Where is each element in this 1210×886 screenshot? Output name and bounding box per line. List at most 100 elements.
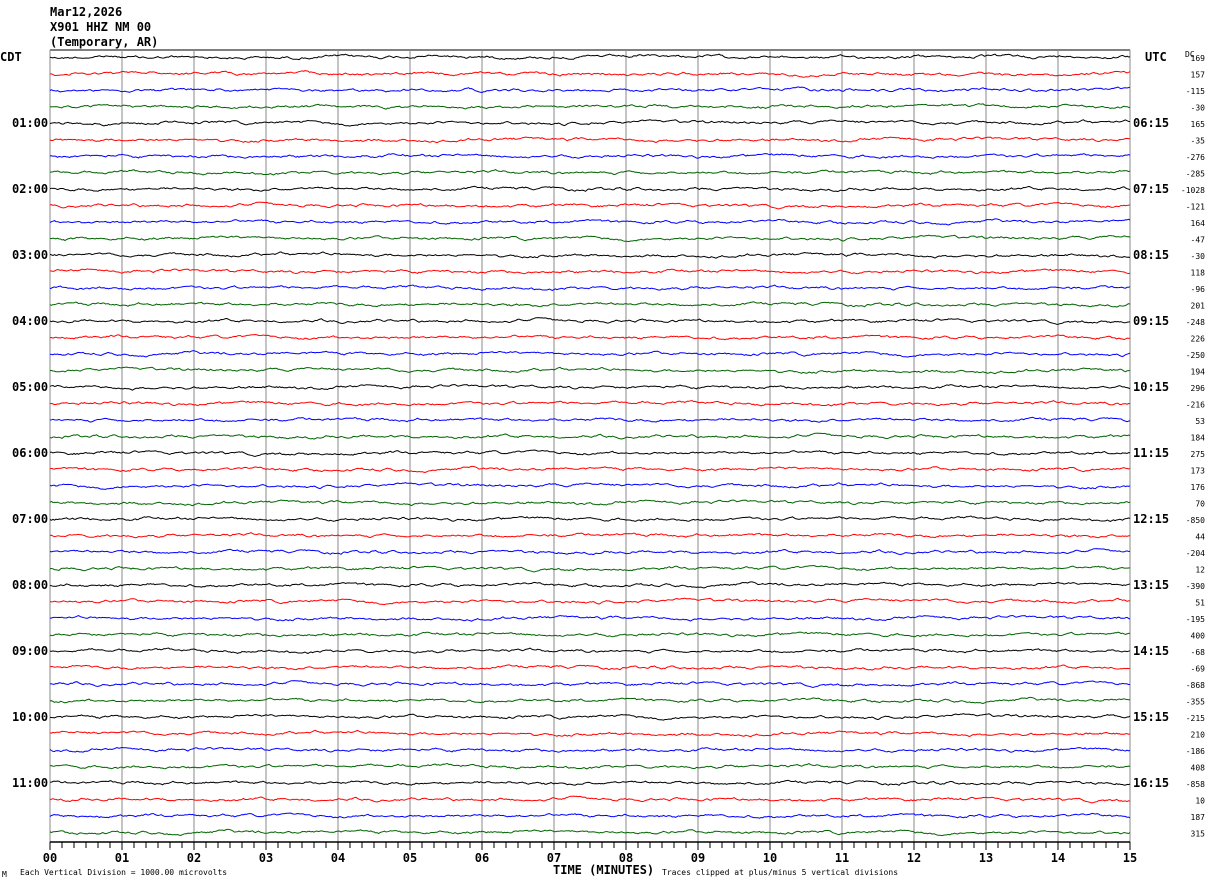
dc-offset-value: -186 (1186, 747, 1205, 756)
dc-offset-value: -30 (1191, 252, 1206, 261)
right-hour-label: 14:15 (1133, 644, 1169, 658)
dc-offset-value: 176 (1191, 483, 1206, 492)
network-label: (Temporary, AR) (50, 35, 158, 49)
dc-offset-value: 187 (1191, 813, 1206, 822)
dc-offset-value: 53 (1195, 417, 1205, 426)
trace-line (49, 317, 1131, 325)
left-hour-label: 06:00 (12, 446, 48, 460)
x-tick-label: 05 (403, 851, 417, 865)
trace-line (49, 828, 1131, 837)
trace-line (49, 86, 1131, 94)
trace-line (49, 218, 1131, 226)
dc-offset-value: 70 (1195, 500, 1205, 509)
trace-line (49, 597, 1131, 606)
dc-offset-value: -69 (1191, 665, 1206, 674)
dc-offset-value: -285 (1186, 170, 1205, 179)
x-tick-label: 04 (331, 851, 345, 865)
dc-offset-value: 164 (1191, 219, 1206, 228)
right-hour-label: 08:15 (1133, 248, 1169, 262)
x-axis: 00 01 02 03 04 05 06 07 08 09 10 11 12 13 14 15 (43, 841, 1137, 865)
dc-offset-value: 165 (1191, 120, 1206, 129)
dc-offset-value: -215 (1186, 714, 1205, 723)
trace-line (50, 70, 1131, 78)
trace-line (49, 564, 1131, 573)
grid-lines (49, 49, 1131, 842)
right-hour-label: 16:15 (1133, 776, 1169, 790)
dc-offset-value: -115 (1186, 87, 1205, 96)
x-tick-label: 01 (115, 851, 129, 865)
left-hour-label: 05:00 (12, 380, 48, 394)
trace-line (49, 465, 1131, 474)
x-tick-label: 12 (907, 851, 921, 865)
x-tick-label: 06 (475, 851, 489, 865)
dc-offset-value: -355 (1186, 698, 1205, 707)
dc-offset-value: 408 (1191, 764, 1206, 773)
dc-offset-value: -204 (1186, 549, 1205, 558)
dc-offset-value: -96 (1191, 285, 1206, 294)
trace-line (49, 333, 1131, 341)
dc-offset-value: 275 (1191, 450, 1206, 459)
trace-line (49, 185, 1131, 193)
station-label: X901 HHZ NM 00 (50, 20, 151, 34)
left-timezone: CDT (0, 50, 22, 64)
trace-line (49, 119, 1131, 127)
trace-line (49, 515, 1131, 522)
right-hour-label: 15:15 (1133, 710, 1169, 724)
dc-offset-value: 118 (1191, 269, 1206, 278)
trace-line (49, 399, 1131, 407)
trace-line (49, 449, 1131, 457)
dc-offset-value: -390 (1186, 582, 1205, 591)
trace-line (49, 136, 1131, 144)
dc-offset-value: 184 (1191, 434, 1206, 443)
trace-line (49, 432, 1131, 440)
dc-offset-value: -276 (1186, 153, 1205, 162)
dc-offset-value: 315 (1191, 830, 1206, 839)
trace-line (49, 169, 1131, 176)
trace-line (49, 696, 1131, 705)
trace-line (49, 251, 1131, 259)
trace-line (49, 153, 1131, 159)
trace-line (49, 384, 1131, 391)
trace-line (50, 350, 1131, 358)
trace-line (49, 795, 1131, 804)
trace-line (49, 812, 1131, 819)
time-labels: 169 157 -115 -30 165 -35 -276 -285 -1028 -121 164 -… (12, 54, 1205, 839)
dc-offset-value: -858 (1186, 780, 1205, 789)
right-hour-label: 09:15 (1133, 314, 1169, 328)
x-tick-label: 03 (259, 851, 273, 865)
dc-offset-value: 296 (1191, 384, 1206, 393)
trace-line (49, 680, 1130, 688)
x-tick-label: 13 (979, 851, 993, 865)
trace-line (49, 581, 1131, 589)
right-hour-label: 13:15 (1133, 578, 1169, 592)
left-hour-label: 09:00 (12, 644, 48, 658)
dc-offset-value: -248 (1186, 318, 1205, 327)
dc-label: DC (1185, 50, 1195, 59)
dc-offset-value: 194 (1191, 368, 1206, 377)
right-timezone: UTC (1145, 50, 1167, 64)
right-hour-label: 11:15 (1133, 446, 1169, 460)
x-tick-label: 10 (763, 851, 777, 865)
right-hour-label: 10:15 (1133, 380, 1169, 394)
trace-line (49, 482, 1131, 490)
trace-line (49, 284, 1131, 291)
x-axis-title: TIME (MINUTES) (553, 863, 654, 877)
left-hour-label: 04:00 (12, 314, 48, 328)
dc-offset-value: 210 (1191, 731, 1206, 740)
right-hour-label: 12:15 (1133, 512, 1169, 526)
trace-line (49, 647, 1131, 655)
trace-line (49, 53, 1131, 61)
dc-offset-value: -30 (1191, 104, 1206, 113)
clip-note: Traces clipped at plus/minus 5 vertical … (662, 868, 898, 877)
dc-offset-value: -216 (1186, 401, 1205, 410)
dc-offset-value: 12 (1195, 566, 1205, 575)
dc-offset-value: -868 (1186, 681, 1205, 690)
trace-line (49, 664, 1131, 671)
trace-line (49, 729, 1131, 738)
x-tick-label: 00 (43, 851, 57, 865)
corner-mark: M (2, 870, 7, 879)
left-hour-label: 02:00 (12, 182, 48, 196)
trace-line (49, 416, 1131, 423)
trace-line (49, 366, 1131, 375)
